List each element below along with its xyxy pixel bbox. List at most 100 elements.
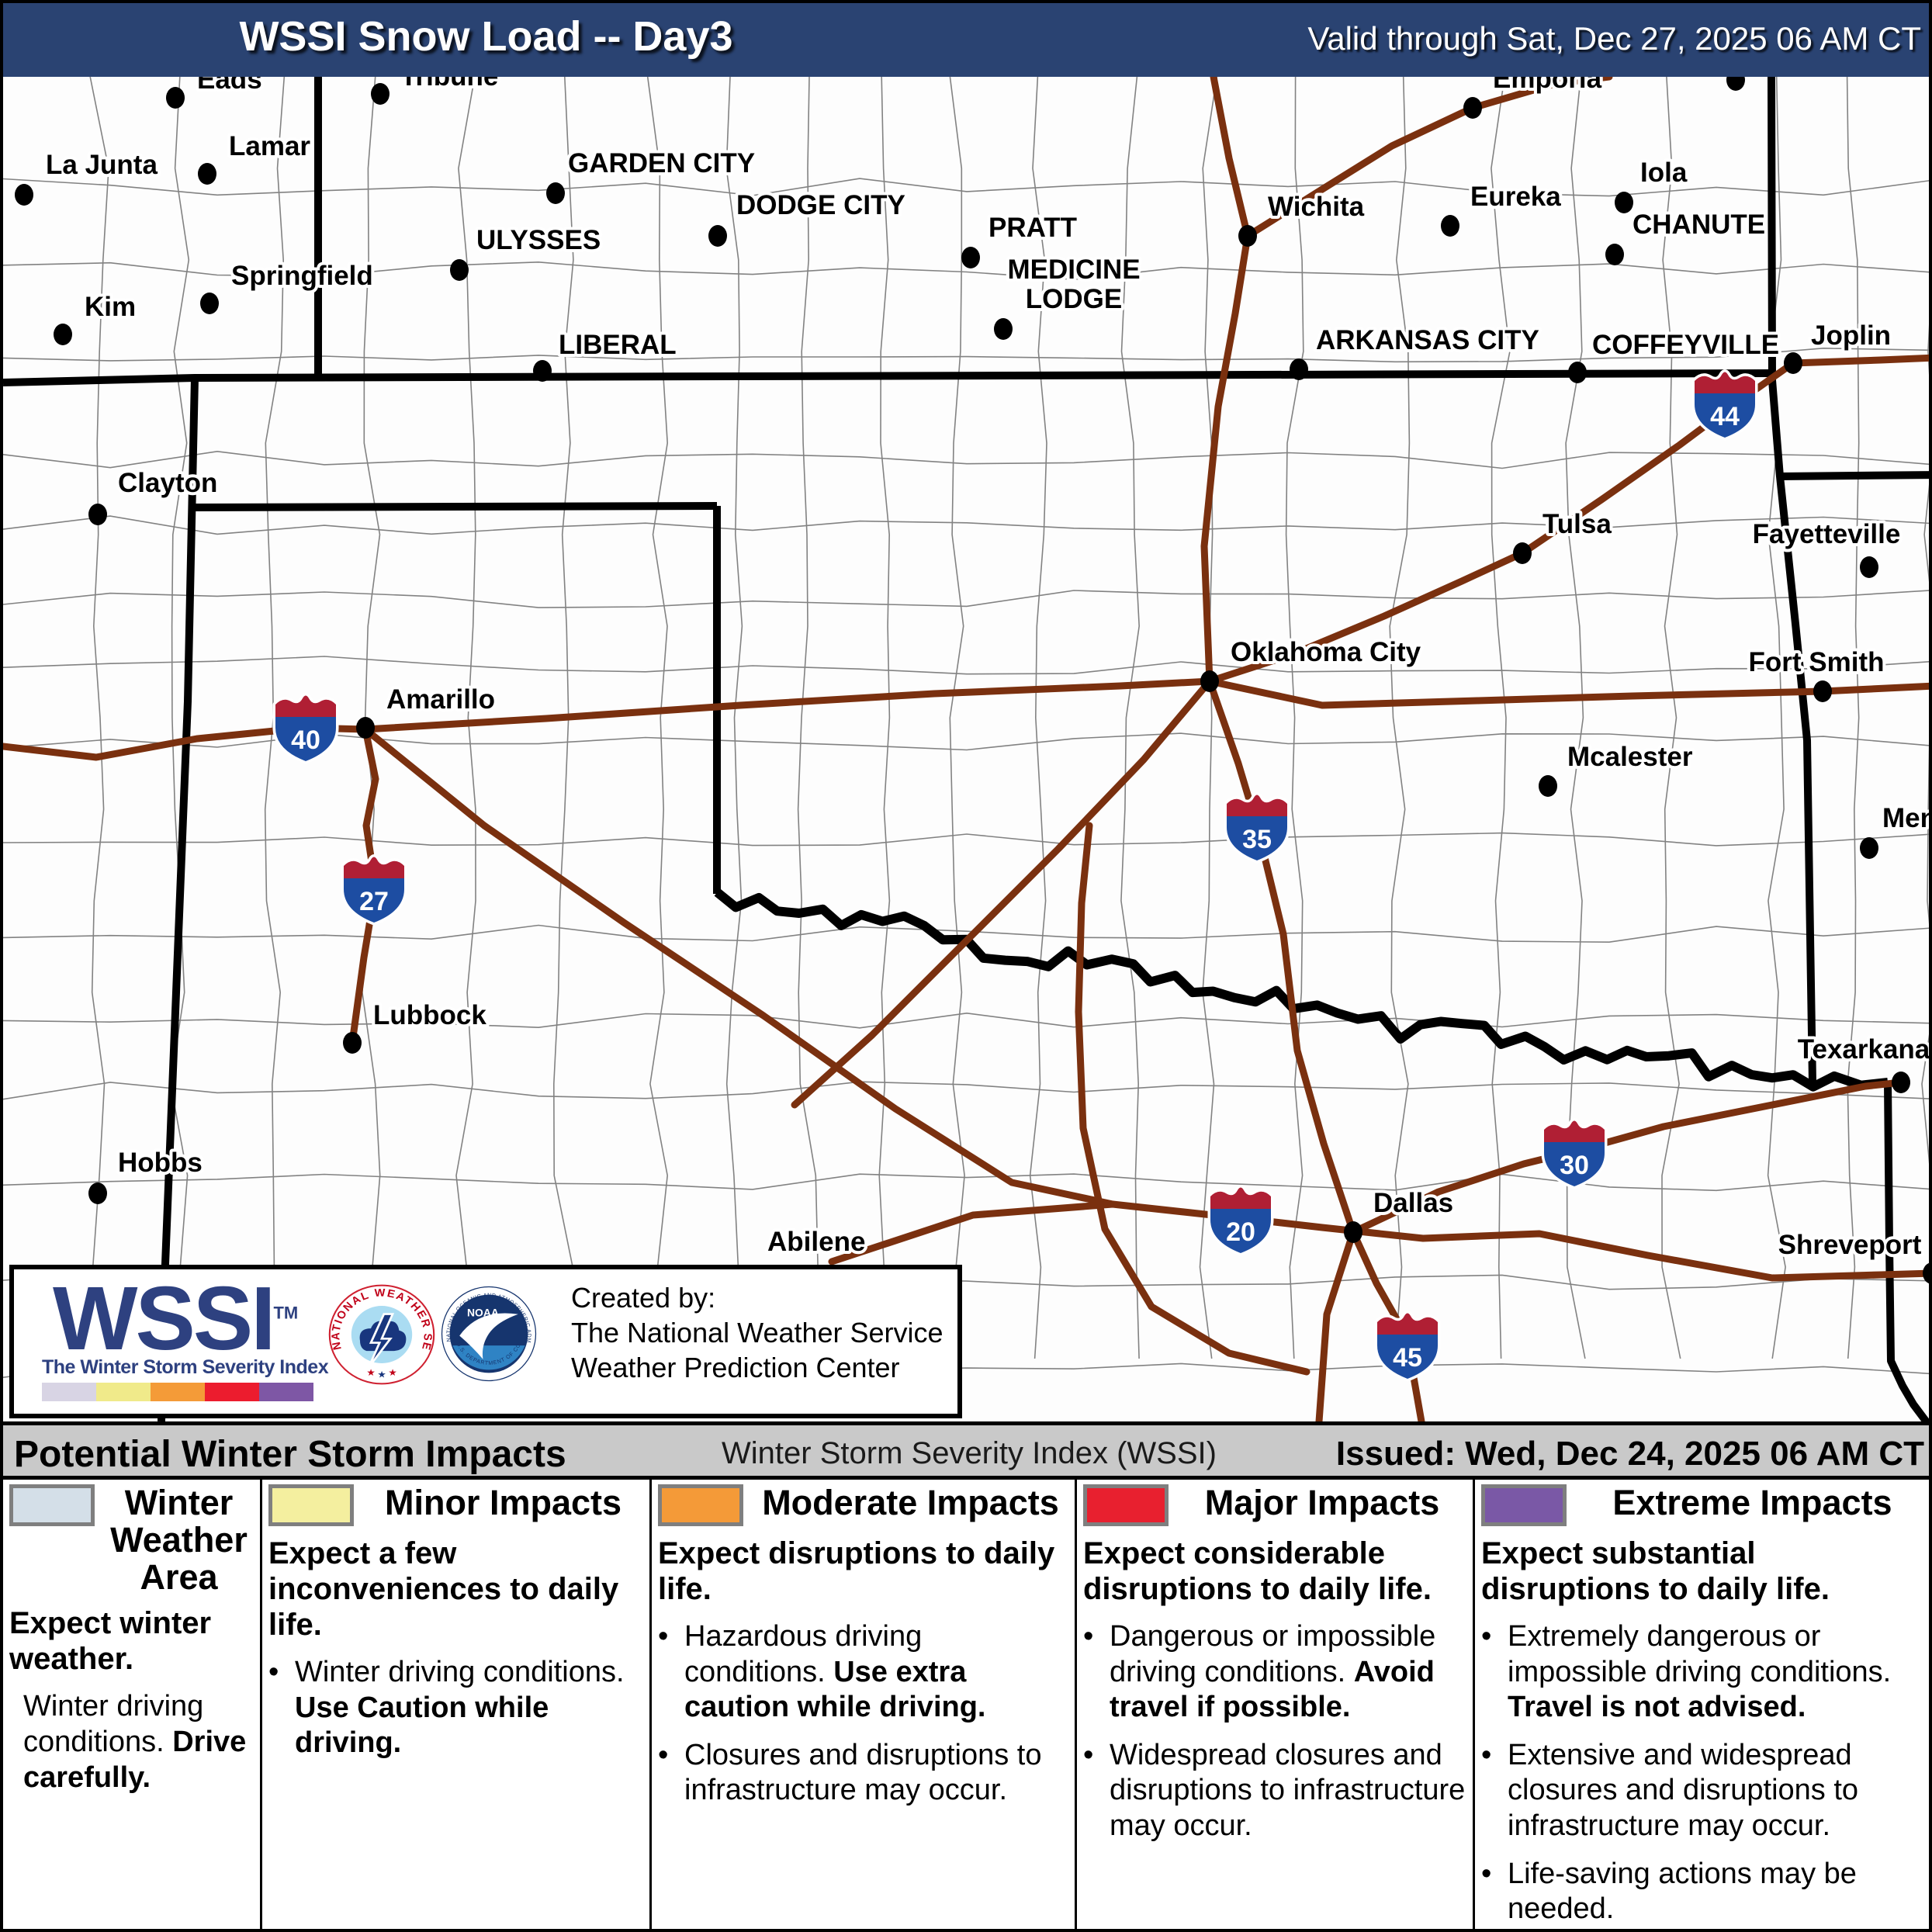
city-dot — [1513, 542, 1532, 564]
valid-through-label: Valid through Sat, Dec 27, 2025 06 AM CT — [1307, 20, 1921, 57]
city-dot — [1463, 97, 1482, 119]
trademark-label: TM — [273, 1303, 299, 1323]
legend-item-text: Winter driving conditions. Drive careful… — [23, 1690, 247, 1794]
city-label: Eureka — [1470, 182, 1561, 212]
legend-column-major-impacts: Major Impacts Expect considerable disrupt… — [1077, 1480, 1475, 1929]
city-dot — [450, 259, 469, 281]
city-label: DODGE CITY — [736, 190, 905, 220]
highway-line — [1315, 1228, 1357, 1421]
city-label: Fort Smith — [1749, 647, 1885, 677]
city-dot — [1539, 775, 1557, 797]
city-dot — [1615, 192, 1633, 213]
bullet-icon: • — [1481, 1620, 1492, 1653]
bullet-icon: • — [1481, 1738, 1492, 1771]
legend-item-text: Extremely dangerous or impossible drivin… — [1508, 1620, 1892, 1724]
page-title: WSSI Snow Load -- Day3 — [239, 13, 733, 60]
city-label: Dallas — [1373, 1188, 1453, 1218]
legend-item: • Extremely dangerous or impossible drivi… — [1481, 1619, 1929, 1726]
legend-swatch-minor-impacts — [268, 1484, 354, 1526]
wssi-colorbar-swatch-0 — [42, 1383, 96, 1401]
city-label: COFFEYVILLE — [1592, 330, 1779, 360]
svg-text:★: ★ — [388, 1367, 396, 1378]
svg-text:35: 35 — [1242, 825, 1272, 854]
impact-map: 44402735302045EadsTribuneLa JuntaLamarKi… — [3, 58, 1932, 1421]
city-dot — [708, 225, 727, 247]
legend-lead-winter-weather-area: Expect winter weather. — [9, 1606, 212, 1677]
interstate-shield-40: 40 — [272, 693, 339, 764]
wssi-colorbar-swatch-1 — [96, 1383, 151, 1401]
city-label: Lubbock — [373, 1000, 486, 1030]
highway-line — [1200, 77, 1252, 685]
highway-line — [362, 725, 1117, 1208]
highway-line — [1206, 677, 1357, 1236]
city-dot — [1290, 358, 1308, 380]
city-label: CHANUTE — [1633, 209, 1765, 240]
legend-item-text: Hazardous driving conditions. Use extra … — [684, 1620, 986, 1724]
city-dot — [1813, 680, 1832, 702]
bullet-icon: • — [1083, 1620, 1094, 1653]
legend-swatch-major-impacts — [1083, 1484, 1169, 1526]
wssi-colorbar-swatch-4 — [259, 1383, 313, 1401]
bullet-icon: • — [1083, 1738, 1094, 1771]
impacts-title: Potential Winter Storm Impacts — [14, 1434, 566, 1475]
city-label: Iola — [1640, 158, 1688, 188]
city-label: Mena — [1882, 803, 1932, 833]
legend-item-text: Widespread closures and disruptions to i… — [1110, 1738, 1466, 1842]
svg-text:27: 27 — [359, 887, 389, 916]
legend-item: • Closures and disruptions to infrastruct… — [658, 1738, 1068, 1809]
svg-text:30: 30 — [1560, 1151, 1589, 1180]
interstate-shield-30: 30 — [1541, 1118, 1608, 1189]
svg-text:NOAA: NOAA — [467, 1306, 499, 1318]
legend-title-moderate-impacts: Moderate Impacts — [762, 1483, 1059, 1522]
city-label: La Junta — [46, 150, 158, 180]
legend-item: Winter driving conditions. Drive careful… — [9, 1689, 254, 1795]
city-label: Fayetteville — [1753, 519, 1901, 549]
city-dot — [1605, 244, 1624, 265]
interstate-shield-44: 44 — [1691, 369, 1758, 441]
legend-item: • Hazardous driving conditions. Use extra… — [658, 1619, 1068, 1726]
city-label: ULYSSES — [476, 225, 601, 255]
city-dot — [356, 717, 375, 739]
city-label: Kim — [85, 292, 136, 322]
city-dot — [343, 1032, 362, 1054]
wssi-logo-box: WSSITM The Winter Storm Severity Index N… — [9, 1265, 962, 1418]
city-dot — [533, 360, 552, 382]
legend-item: • Dangerous or impossible driving conditi… — [1083, 1619, 1466, 1726]
city-dot — [1892, 1072, 1910, 1093]
legend-lead-moderate-impacts: Expect disruptions to daily life. — [658, 1536, 1055, 1606]
city-dot — [1568, 362, 1587, 383]
city-label: MEDICINE LODGE — [1007, 254, 1140, 314]
svg-text:20: 20 — [1226, 1217, 1255, 1247]
highway-line — [1244, 77, 1613, 240]
legend-item: • Widespread closures and disruptions to … — [1083, 1738, 1466, 1844]
highway-line — [1349, 1079, 1905, 1236]
issued-label: Issued: Wed, Dec 24, 2025 06 AM CT — [1335, 1435, 1924, 1473]
city-dot — [371, 83, 390, 105]
city-label: Abilene — [767, 1227, 865, 1257]
bullet-icon: • — [1481, 1857, 1492, 1890]
impact-legend: Winter Weather Area Expect winter weather… — [3, 1480, 1929, 1929]
highway-line — [3, 677, 1929, 761]
legend-column-extreme-impacts: Extreme Impacts Expect substantial disrup… — [1475, 1480, 1929, 1929]
wssi-severity-colorbar — [42, 1383, 313, 1401]
legend-title-winter-weather-area: Winter Weather Area — [110, 1483, 248, 1598]
city-dot — [1344, 1221, 1362, 1243]
city-label: Hobbs — [118, 1148, 203, 1178]
city-dot — [54, 324, 72, 345]
city-label: GARDEN CITY — [568, 148, 755, 178]
legend-column-minor-impacts: Minor Impacts Expect a few inconveniences… — [262, 1480, 652, 1929]
legend-column-winter-weather-area: Winter Weather Area Expect winter weather… — [3, 1480, 262, 1929]
city-dot — [88, 1182, 107, 1204]
city-label: Clayton — [118, 468, 217, 498]
legend-swatch-moderate-impacts — [658, 1484, 743, 1526]
city-dot — [200, 293, 219, 314]
city-dot — [166, 87, 185, 109]
interstate-shield-20: 20 — [1207, 1185, 1274, 1256]
highway-line — [1075, 822, 1311, 1376]
city-label: Springfield — [231, 261, 373, 291]
city-label: Oklahoma City — [1231, 637, 1421, 667]
city-dot — [1441, 215, 1459, 237]
legend-item: • Life-saving actions may be needed. — [1481, 1857, 1929, 1927]
legend-item-text: Winter driving conditions. Use Caution w… — [295, 1656, 625, 1760]
